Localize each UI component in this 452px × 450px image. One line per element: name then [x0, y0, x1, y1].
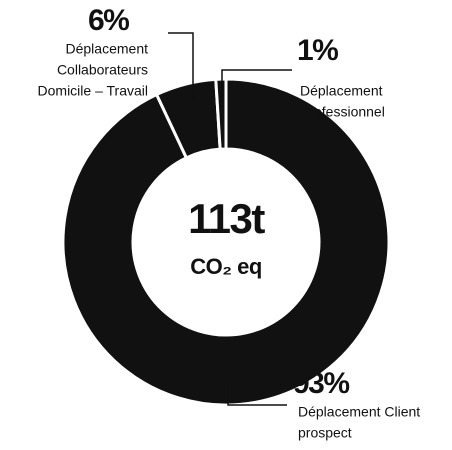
category-label: Domicile – Travail — [38, 83, 148, 99]
leader-line — [221, 69, 292, 100]
category-label: Professionnel — [300, 104, 385, 120]
center-subtitle: CO₂ eq — [190, 254, 262, 279]
value-label: 93% — [293, 367, 349, 400]
donut-segment — [61, 77, 391, 407]
donut-segment — [214, 77, 228, 151]
value-label: 1% — [297, 34, 338, 67]
center-title: 113t — [188, 195, 265, 242]
category-label: Collaborateurs — [57, 62, 148, 78]
leader-line — [227, 382, 287, 406]
category-label: Déplacement — [66, 41, 149, 57]
category-label: Déplacement — [300, 83, 383, 99]
category-label: prospect — [298, 425, 352, 441]
leader-line — [168, 32, 194, 100]
category-label: Déplacement Client — [298, 404, 420, 420]
value-label: 6% — [88, 4, 129, 37]
